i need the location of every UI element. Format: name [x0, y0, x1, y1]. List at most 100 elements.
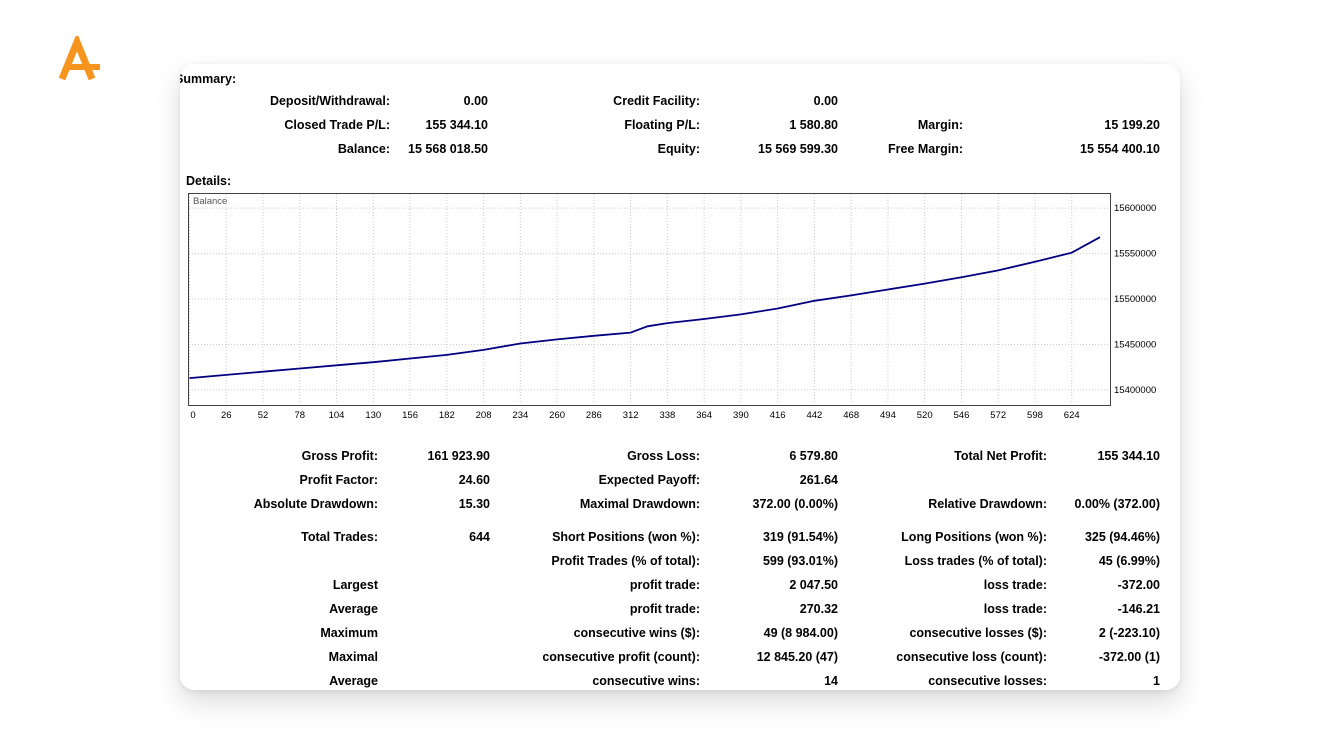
stat-value: 155 344.10 [425, 118, 488, 132]
stat-label: consecutive losses ($): [909, 626, 1047, 640]
svg-text:546: 546 [954, 410, 970, 421]
stat-label: Margin: [917, 118, 963, 132]
table-row: Maximal consecutive profit (count): 12 845… [180, 645, 1180, 669]
stat-value: 0.00% (372.00) [1074, 497, 1160, 511]
stat-label: Maximal Drawdown: [579, 497, 700, 511]
table-row: Profit Factor: 24.60 Expected Payoff: 261.6… [180, 468, 1180, 492]
stat-value: 161 923.90 [427, 449, 490, 463]
svg-text:520: 520 [917, 410, 933, 421]
stat-value: 15 199.20 [1104, 118, 1160, 132]
stat-value: 270.32 [799, 602, 838, 616]
stat-label: Free Margin: [887, 142, 963, 156]
stat-label: Absolute Drawdown: [253, 497, 378, 511]
svg-text:15600000: 15600000 [1114, 203, 1156, 214]
svg-text:156: 156 [402, 410, 418, 421]
stat-value: 644 [469, 530, 490, 544]
stat-label [180, 549, 378, 573]
svg-text:130: 130 [365, 410, 381, 421]
stat-value: 15 568 018.50 [408, 142, 488, 156]
svg-text:104: 104 [329, 410, 345, 421]
svg-text:78: 78 [294, 410, 305, 421]
stat-label: consecutive losses: [928, 674, 1047, 688]
svg-text:312: 312 [623, 410, 639, 421]
svg-text:598: 598 [1027, 410, 1043, 421]
stat-value: -372.00 (1) [1098, 650, 1160, 664]
stat-label: Total Trades: [301, 530, 378, 544]
stat-label [838, 468, 1047, 492]
stat-label: Average [329, 674, 378, 688]
stats-table-results: Gross Profit: 161 923.90 Gross Loss: 6 579.… [180, 444, 1180, 516]
table-row: Largest profit trade: 2 047.50 loss trade: -… [180, 573, 1180, 597]
stat-label: Short Positions (won %): [552, 530, 700, 544]
stat-value: 6 579.80 [789, 449, 838, 463]
stat-value: 15.30 [458, 497, 490, 511]
stat-value: 155 344.10 [1097, 449, 1160, 463]
stat-label: Largest [332, 578, 378, 592]
stat-value [378, 573, 490, 597]
stat-label: Profit Trades (% of total): [551, 554, 700, 568]
stat-label: Long Positions (won %): [901, 530, 1047, 544]
stat-label: profit trade: [629, 602, 700, 616]
svg-text:15550000: 15550000 [1114, 249, 1156, 260]
table-row: Balance: 15 568 018.50 Equity: 15 569 599.3… [180, 137, 1180, 161]
stats-table-trades: Total Trades: 644 Short Positions (won %):… [180, 525, 1180, 690]
stat-label: Maximal [328, 650, 378, 664]
svg-text:52: 52 [258, 410, 269, 421]
stat-value [378, 669, 490, 690]
stat-label: Average [329, 602, 378, 616]
svg-text:286: 286 [586, 410, 602, 421]
stat-value [378, 597, 490, 621]
svg-text:182: 182 [439, 410, 455, 421]
svg-text:234: 234 [512, 410, 528, 421]
stat-label: Gross Profit: [301, 449, 378, 463]
svg-text:416: 416 [770, 410, 786, 421]
svg-text:442: 442 [806, 410, 822, 421]
brand-logo [54, 32, 102, 84]
svg-text:260: 260 [549, 410, 565, 421]
stat-value [378, 621, 490, 645]
svg-text:15400000: 15400000 [1114, 385, 1156, 396]
stat-label: Maximum [320, 626, 378, 640]
stat-value: 45 (6.99%) [1098, 554, 1160, 568]
svg-text:15500000: 15500000 [1114, 294, 1156, 305]
stat-value: 319 (91.54%) [762, 530, 838, 544]
stat-value: 15 554 400.10 [1080, 142, 1160, 156]
table-row: Closed Trade P/L: 155 344.10 Floating P/L:… [180, 113, 1180, 137]
stat-value: 2 047.50 [789, 578, 838, 592]
balance-chart: 15400000 15450000 15500000 15550000 15600000… [188, 193, 1180, 430]
stat-label: Loss trades (% of total): [904, 554, 1047, 568]
stat-label: profit trade: [629, 578, 700, 592]
table-row: Average profit trade: 270.32 loss trade: -14… [180, 597, 1180, 621]
stat-value: -146.21 [1117, 602, 1160, 616]
stat-value: 372.00 (0.00%) [752, 497, 838, 511]
stat-label: consecutive loss (count): [896, 650, 1047, 664]
stat-value: 12 845.20 (47) [756, 650, 838, 664]
stat-label: Equity: [657, 142, 700, 156]
svg-text:15450000: 15450000 [1114, 339, 1156, 350]
stat-value: -372.00 [1117, 578, 1160, 592]
stat-value: 261.64 [799, 473, 838, 487]
stat-value: 24.60 [458, 473, 490, 487]
stat-value [1047, 468, 1160, 492]
svg-text:26: 26 [221, 410, 232, 421]
stat-value: 14 [824, 674, 838, 688]
stat-label: loss trade: [983, 602, 1047, 616]
table-row: Profit Trades (% of total): 599 (93.01%) L… [180, 549, 1180, 573]
stat-label: consecutive wins: [592, 674, 700, 688]
table-row: Maximum consecutive wins ($): 49 (8 984.00… [180, 621, 1180, 645]
stat-label: Expected Payoff: [598, 473, 700, 487]
stat-value: 0.00 [813, 94, 838, 108]
stat-label: Profit Factor: [299, 473, 378, 487]
svg-text:Balance: Balance [193, 196, 227, 207]
stat-value: 49 (8 984.00) [763, 626, 838, 640]
svg-text:390: 390 [733, 410, 749, 421]
table-row: Deposit/Withdrawal: 0.00 Credit Facility: 0… [180, 89, 1180, 113]
stat-label: Closed Trade P/L: [284, 118, 390, 132]
stat-label: Credit Facility: [613, 94, 700, 108]
stat-label: Total Net Profit: [954, 449, 1047, 463]
stat-label: consecutive profit (count): [542, 650, 700, 664]
svg-text:468: 468 [843, 410, 859, 421]
stat-label: consecutive wins ($): [573, 626, 700, 640]
svg-text:364: 364 [696, 410, 712, 421]
account-report-card: Summary: Deposit/Withdrawal: 0.00 Credit F… [180, 64, 1180, 690]
